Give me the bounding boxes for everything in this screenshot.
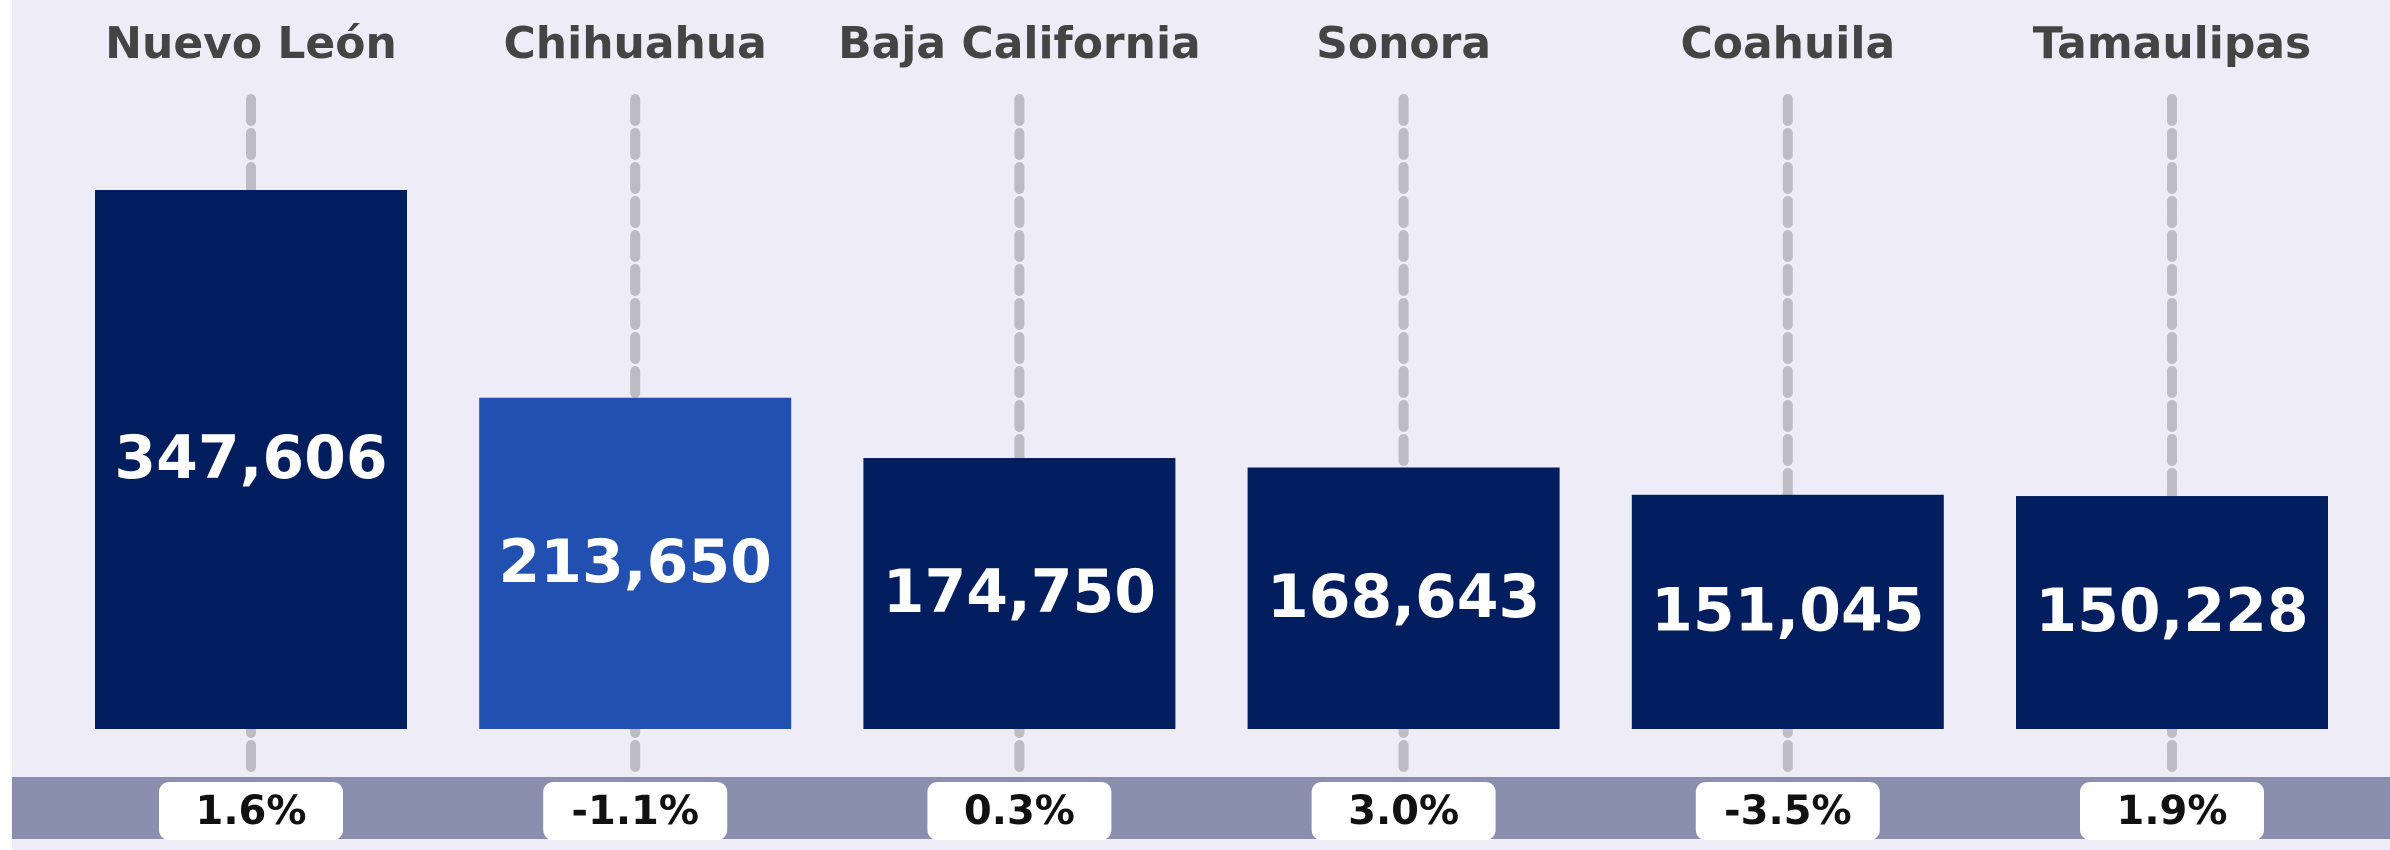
- change-band: [12, 777, 2390, 839]
- change-label: -3.5%: [1724, 788, 1852, 834]
- value-label: 168,643: [1267, 562, 1540, 632]
- value-label: 151,045: [1651, 575, 1924, 645]
- change-label: 3.0%: [1348, 788, 1459, 834]
- change-pill: [2080, 782, 2264, 840]
- change-label: 0.3%: [964, 788, 1075, 834]
- bar: [95, 190, 407, 729]
- value-label: 347,606: [114, 423, 387, 493]
- change-pill: [1695, 782, 1880, 840]
- value-label: 213,650: [499, 527, 772, 597]
- category-label: Coahuila: [1680, 18, 1895, 69]
- category-label: Tamaulipas: [2033, 18, 2311, 69]
- category-label: Chihuahua: [504, 18, 767, 69]
- bar: [479, 397, 792, 729]
- change-pill: [543, 782, 728, 840]
- category-label: Sonora: [1316, 18, 1491, 69]
- category-label: Nuevo León: [105, 18, 397, 69]
- change-label: -1.1%: [571, 788, 699, 834]
- change-label: 1.6%: [196, 788, 307, 834]
- bar: [863, 458, 1176, 729]
- change-pill: [927, 782, 1112, 840]
- value-label: 150,228: [2035, 576, 2308, 646]
- change-pill: [159, 782, 343, 840]
- bar: [2016, 496, 2328, 729]
- value-label: 174,750: [883, 557, 1156, 627]
- bar: [1631, 494, 1944, 729]
- category-label: Baja California: [838, 18, 1201, 69]
- change-pill: [1311, 782, 1496, 840]
- background: [12, 0, 2390, 850]
- bar: [1247, 467, 1560, 729]
- change-label: 1.9%: [2117, 788, 2228, 834]
